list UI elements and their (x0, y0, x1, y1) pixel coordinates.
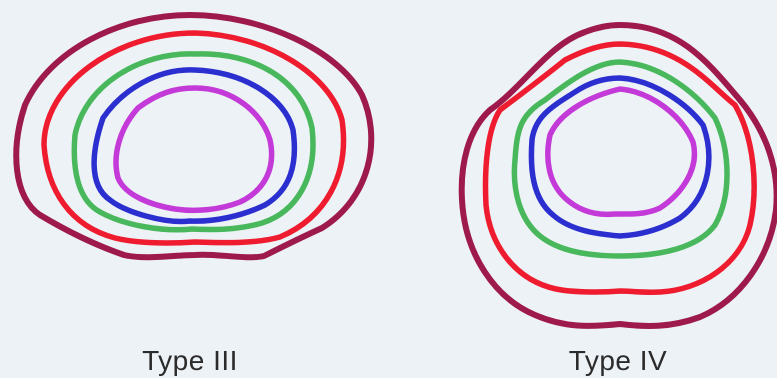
type-iii-ring-outer (13, 12, 375, 261)
type-iv-ring-2 (482, 41, 757, 296)
type-iv-ring-outer (458, 22, 777, 329)
type-iv-diagram (458, 22, 777, 329)
type-iii-ring-4 (91, 67, 298, 225)
type-iii-ring-3 (71, 51, 316, 233)
type-iv-caption: Type IV (568, 345, 668, 376)
type-iv-ring-3 (511, 59, 730, 259)
type-iv-ring-4 (528, 75, 712, 239)
type-iii-caption: Type III (142, 345, 238, 376)
type-iv-ring-inner (545, 86, 698, 218)
type-iii-ring-2 (41, 30, 347, 246)
type-iii-ring-inner (113, 85, 275, 214)
type-iii-diagram (13, 12, 375, 261)
